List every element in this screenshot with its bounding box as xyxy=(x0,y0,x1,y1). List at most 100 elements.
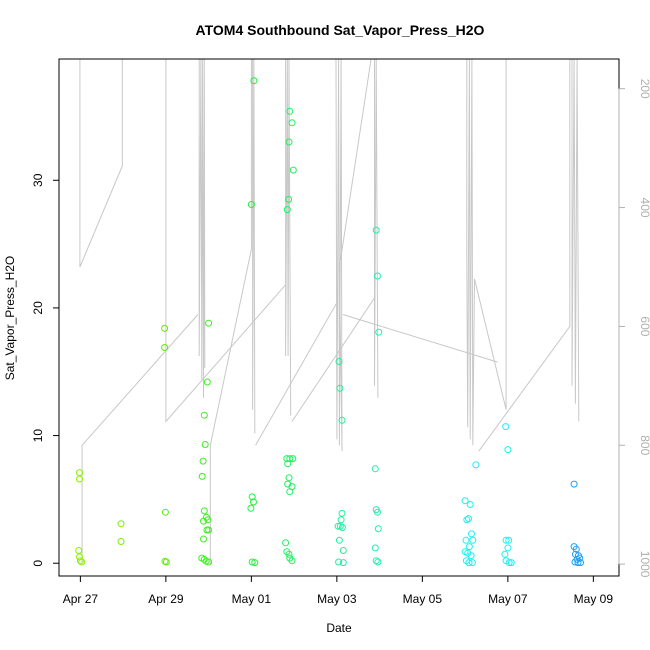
data-point xyxy=(570,480,578,488)
data-point xyxy=(200,507,208,515)
data-point xyxy=(200,535,207,543)
data-point xyxy=(161,508,169,516)
profile-line xyxy=(374,58,379,398)
profile-line xyxy=(285,58,292,416)
y2-tick-label: 600 xyxy=(638,316,650,336)
data-point xyxy=(472,461,480,469)
data-point xyxy=(374,558,382,566)
data-point xyxy=(572,545,580,553)
data-point xyxy=(463,516,471,524)
profile-line xyxy=(252,58,256,434)
data-point xyxy=(504,446,512,454)
data-point xyxy=(335,536,343,544)
profile-line xyxy=(198,58,206,398)
y-tick-label: 30 xyxy=(31,173,45,187)
data-point xyxy=(374,525,382,533)
data-point xyxy=(504,544,512,552)
data-point xyxy=(247,201,255,208)
data-point xyxy=(339,547,347,554)
data-point xyxy=(285,138,293,146)
data-point xyxy=(161,344,169,351)
data-points xyxy=(75,77,584,567)
profile-line xyxy=(255,302,338,446)
data-point xyxy=(205,319,213,327)
chart-title: ATOM4 Southbound Sat_Vapor_Press_H2O xyxy=(196,22,485,38)
data-point xyxy=(78,558,86,566)
data-point xyxy=(461,497,469,505)
x-axis: Apr 27 Apr 29 May 01 May 03 May 05 May 07 May … xyxy=(63,575,614,606)
y2-tick-label: 400 xyxy=(638,198,650,218)
y-tick-label: 0 xyxy=(31,560,45,567)
data-point xyxy=(371,465,379,473)
data-point xyxy=(465,543,473,551)
data-point xyxy=(334,522,342,530)
data-point xyxy=(338,509,346,517)
data-point xyxy=(205,526,213,534)
data-point xyxy=(507,559,515,567)
y2-tick-label: 800 xyxy=(638,435,650,455)
data-point xyxy=(285,195,293,203)
data-point xyxy=(338,416,346,424)
profile-lines xyxy=(79,58,580,565)
secondary-y-axis: 200 400 600 800 1000 xyxy=(618,79,650,578)
data-point xyxy=(505,559,513,567)
data-point xyxy=(201,441,209,448)
data-point xyxy=(289,455,297,463)
data-point xyxy=(338,524,346,531)
data-point xyxy=(465,559,473,567)
data-point xyxy=(371,544,379,552)
x-tick-label: Apr 29 xyxy=(148,592,184,606)
data-point xyxy=(335,358,343,365)
y2-tick-label: 1000 xyxy=(638,551,650,578)
y2-tick-label: 200 xyxy=(638,79,650,99)
y-tick-label: 10 xyxy=(31,429,45,443)
data-point xyxy=(469,536,477,544)
data-point xyxy=(501,550,509,558)
data-point xyxy=(289,166,297,174)
data-point xyxy=(374,272,381,280)
data-point xyxy=(162,558,170,566)
profile-line xyxy=(291,296,376,422)
data-point xyxy=(336,384,344,392)
data-point xyxy=(161,324,169,332)
data-point xyxy=(375,328,383,336)
y-tick-label: 20 xyxy=(31,301,45,315)
profile-line xyxy=(335,58,372,452)
data-point xyxy=(248,493,256,501)
data-point xyxy=(247,504,255,512)
data-point xyxy=(117,520,125,528)
profile-line xyxy=(81,314,199,565)
data-point xyxy=(339,559,347,567)
data-point xyxy=(372,226,380,234)
x-tick-label: May 03 xyxy=(317,592,357,606)
data-point xyxy=(466,501,474,508)
x-tick-label: May 09 xyxy=(574,592,614,606)
profile-line xyxy=(478,59,571,452)
data-point xyxy=(284,460,292,468)
data-point xyxy=(248,558,256,566)
x-tick-label: May 05 xyxy=(403,592,443,606)
data-point xyxy=(200,411,208,419)
data-point xyxy=(502,536,510,544)
data-point xyxy=(250,498,257,506)
profile-line xyxy=(209,59,252,565)
data-point xyxy=(335,558,343,566)
data-point xyxy=(467,552,475,560)
data-point xyxy=(502,423,510,431)
x-tick-label: May 07 xyxy=(488,592,528,606)
data-point xyxy=(282,539,290,547)
data-point xyxy=(283,206,291,214)
y-axis-label: Sat_Vapor_Press_H2O xyxy=(3,256,17,381)
data-point xyxy=(337,516,345,524)
data-point xyxy=(199,457,207,465)
data-point xyxy=(204,516,212,524)
profile-line xyxy=(466,58,507,446)
data-point xyxy=(372,557,380,565)
y-axis: 0 10 20 30 xyxy=(31,173,60,567)
data-point xyxy=(285,474,293,482)
data-point xyxy=(577,559,584,567)
profile-line xyxy=(165,59,286,423)
data-point xyxy=(200,517,207,525)
data-point xyxy=(286,107,294,115)
